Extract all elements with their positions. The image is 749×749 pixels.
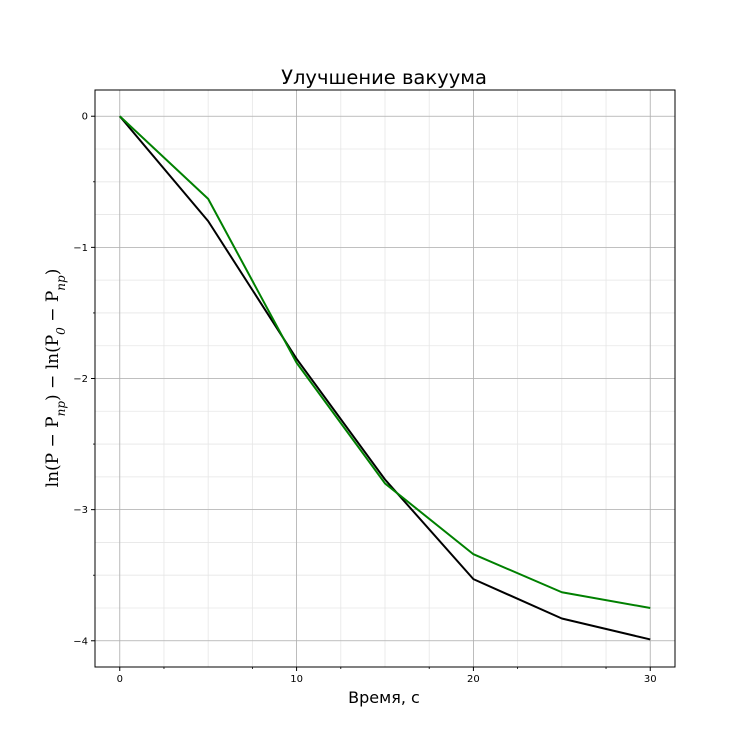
x-axis-label: Время, с bbox=[348, 688, 420, 707]
tick-layer: 0 10 20 30 0 −1 −2 −3 −4 bbox=[73, 112, 656, 685]
grid-layer bbox=[95, 90, 675, 667]
y-tick-label: −2 bbox=[73, 374, 88, 385]
chart-title: Улучшение вакуума bbox=[281, 66, 487, 89]
y-tick-label: −3 bbox=[73, 505, 88, 516]
series-layer bbox=[118, 115, 651, 641]
y-tick-label: −1 bbox=[73, 243, 88, 254]
y-tick-label: 0 bbox=[82, 112, 88, 123]
x-tick-label: 30 bbox=[644, 674, 657, 685]
x-tick-label: 0 bbox=[117, 674, 123, 685]
x-tick-label: 20 bbox=[467, 674, 480, 685]
x-tick-label: 10 bbox=[290, 674, 303, 685]
series-line-2 bbox=[119, 115, 651, 609]
y-tick-label: −4 bbox=[73, 636, 88, 647]
y-axis-label: ln(P − Pпр) − ln(P0 − Pпр) bbox=[43, 269, 68, 488]
series-line-1 bbox=[118, 115, 651, 641]
